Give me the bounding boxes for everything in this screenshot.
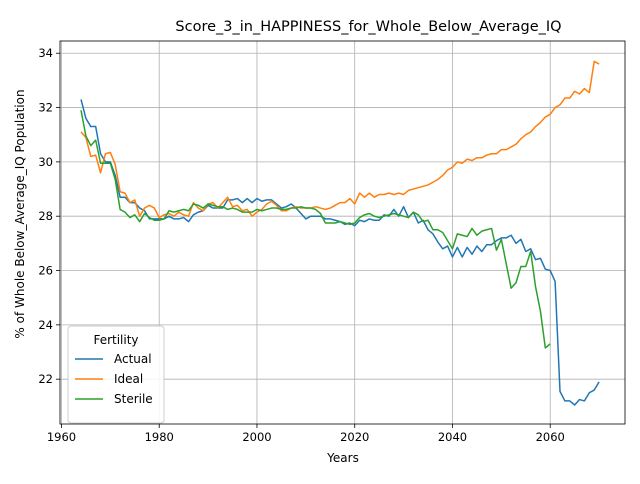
x-tick-label: 1980 [145,430,174,444]
legend-title: Fertility [93,333,138,347]
x-axis-ticks: 1960 1980 2000 2020 2040 2060 [47,424,565,444]
y-axis-label: % of Whole Below_Average_IQ Population [13,89,27,338]
legend: Fertility Actual Ideal Sterile [67,325,165,424]
plot-frame [59,40,626,425]
legend-label-ideal: Ideal [114,372,143,386]
x-tick-label: 2040 [438,430,467,444]
legend-label-actual: Actual [114,352,152,366]
x-axis-label: Years [326,451,359,465]
series-lines [80,60,600,406]
y-tick-label: 28 [38,209,53,223]
y-tick-label: 32 [38,101,53,115]
grid [60,41,625,424]
x-tick-label: 2000 [242,430,271,444]
x-tick-label: 2060 [536,430,565,444]
legend-entries: Actual Ideal Sterile [75,352,153,406]
y-tick-label: 24 [38,318,53,332]
y-tick-label: 26 [38,264,53,278]
x-tick-label: 1960 [47,430,76,444]
series-line-sterile [80,110,551,349]
y-axis-ticks: 22 24 26 28 30 32 34 [38,46,60,386]
x-tick-label: 2020 [340,430,369,444]
y-tick-label: 30 [38,155,53,169]
y-tick-label: 34 [38,46,53,60]
y-tick-label: 22 [38,372,53,386]
legend-label-sterile: Sterile [114,392,153,406]
chart-title: Score_3_in_HAPPINESS_for_Whole_Below_Ave… [175,19,561,35]
